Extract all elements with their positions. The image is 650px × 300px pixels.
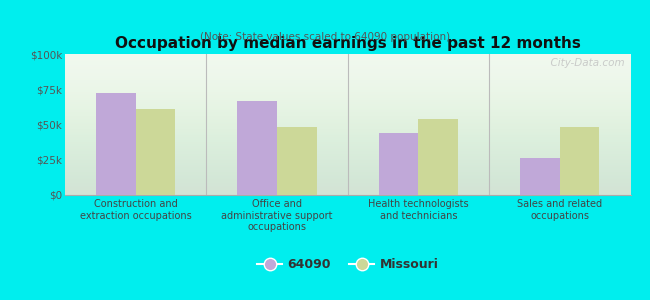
Title: Occupation by median earnings in the past 12 months: Occupation by median earnings in the pas… [115,36,580,51]
Bar [237,100,277,195]
Text: City-Data.com: City-Data.com [544,58,625,68]
Text: (Note: State values scaled to 64090 population): (Note: State values scaled to 64090 popu… [200,32,450,41]
Bar [560,127,599,195]
Legend: 64090, Missouri: 64090, Missouri [252,253,443,276]
Bar [520,158,560,195]
Bar [419,119,458,195]
Bar [136,109,176,195]
Bar [379,133,419,195]
Bar [96,94,136,195]
Bar [277,127,317,195]
